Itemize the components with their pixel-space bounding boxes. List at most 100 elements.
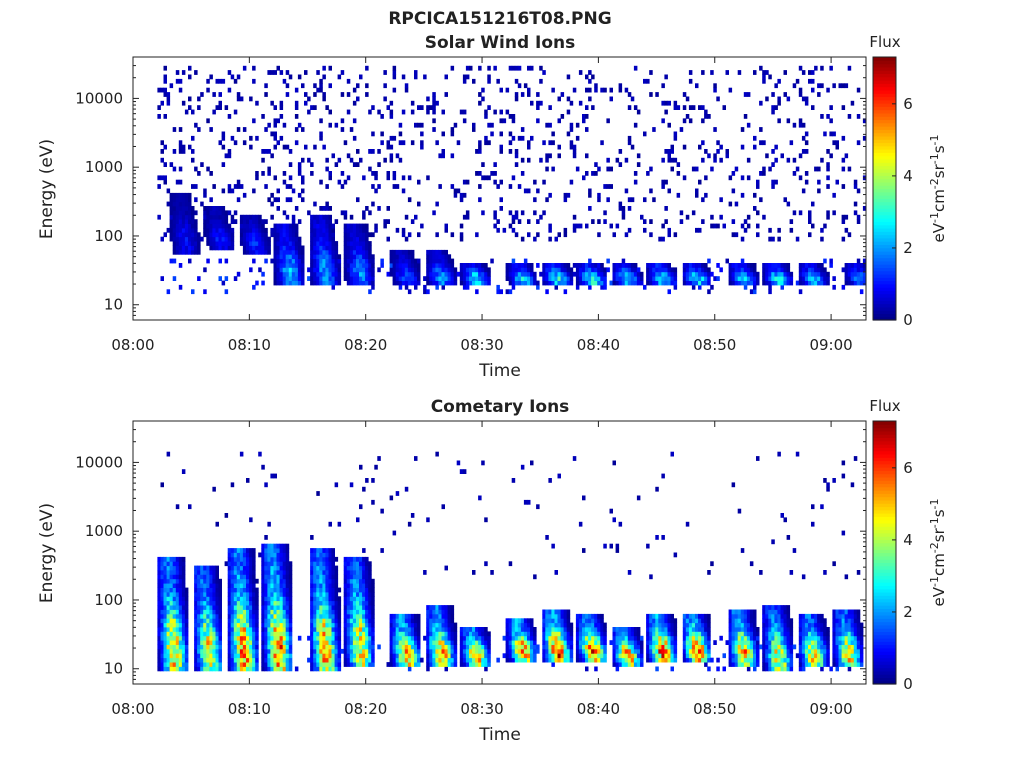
spectrogram-cell xyxy=(261,158,265,163)
spectrogram-cell xyxy=(729,202,733,207)
spectrogram-cell xyxy=(399,631,403,636)
spectrogram-cell xyxy=(362,601,366,606)
spectrogram-cell xyxy=(307,158,311,163)
spectrogram-cell xyxy=(561,614,565,619)
spectrogram-cell xyxy=(313,631,317,636)
spectrogram-cell xyxy=(362,658,366,663)
spectrogram-cell xyxy=(231,232,235,237)
spectrogram-cell xyxy=(231,75,235,80)
spectrogram-cell xyxy=(228,570,232,575)
spectrogram-cell xyxy=(359,592,363,597)
spectrogram-cell xyxy=(802,276,806,281)
spectrogram-cell xyxy=(677,171,681,176)
spectrogram-cell xyxy=(426,653,430,658)
spectrogram-cell xyxy=(344,263,348,268)
spectrogram-cell xyxy=(161,175,165,180)
spectrogram-cell xyxy=(426,272,430,277)
spectrogram-cell xyxy=(188,246,192,251)
spectrogram-cell xyxy=(362,272,366,277)
spectrogram-cell xyxy=(512,136,516,141)
spectrogram-cell xyxy=(738,276,742,281)
spectrogram-cell xyxy=(603,276,607,281)
spectrogram-cell xyxy=(362,640,366,645)
spectrogram-cell xyxy=(606,259,610,264)
spectrogram-cell xyxy=(316,636,320,641)
spectrogram-cell xyxy=(698,180,702,185)
spectrogram-cell xyxy=(161,667,165,672)
spectrogram-cell xyxy=(353,653,357,658)
spectrogram-cell xyxy=(289,237,293,242)
spectrogram-cell xyxy=(277,241,281,246)
spectrogram-cell xyxy=(445,658,449,663)
spectrogram-cell xyxy=(353,267,357,272)
spectrogram-cell xyxy=(228,596,232,601)
spectrogram-cell xyxy=(157,640,161,645)
spectrogram-cell xyxy=(536,92,540,97)
spectrogram-cell xyxy=(359,653,363,658)
spectrogram-cell xyxy=(777,101,781,106)
spectrogram-cell xyxy=(781,285,785,290)
spectrogram-cell xyxy=(277,640,281,645)
spectrogram-cell xyxy=(325,588,329,593)
spectrogram-cell xyxy=(179,631,183,636)
spectrogram-cell xyxy=(164,557,168,562)
spectrogram-cell xyxy=(506,636,510,641)
spectrogram-cell xyxy=(674,101,678,106)
spectrogram-cell xyxy=(161,237,165,242)
spectrogram-cell xyxy=(802,272,806,277)
spectrogram-cell xyxy=(283,579,287,584)
spectrogram-cell xyxy=(255,627,259,632)
spectrogram-cell xyxy=(359,574,363,579)
spectrogram-cell xyxy=(206,224,210,229)
spectrogram-cell xyxy=(606,118,610,123)
spectrogram-cell xyxy=(845,276,849,281)
spectrogram-cell xyxy=(307,658,311,663)
spectrogram-cell xyxy=(628,263,632,268)
spectrogram-cell xyxy=(179,167,183,172)
spectrogram-cell xyxy=(231,618,235,623)
spectrogram-cell xyxy=(310,281,314,286)
spectrogram-cell xyxy=(475,276,479,281)
spectrogram-cell xyxy=(270,561,274,566)
spectrogram-cell xyxy=(362,232,366,237)
spectrogram-cell xyxy=(335,583,339,588)
spectrogram-cell xyxy=(466,75,470,80)
spectrogram-cell xyxy=(301,83,305,88)
spectrogram-cell xyxy=(463,631,467,636)
spectrogram-cell xyxy=(393,175,397,180)
spectrogram-cell xyxy=(212,583,216,588)
spectrogram-cell xyxy=(741,145,745,150)
spectrogram-cell xyxy=(402,140,406,145)
spectrogram-cell xyxy=(313,232,317,237)
spectrogram-cell xyxy=(270,605,274,610)
spectrogram-cell xyxy=(353,250,357,255)
spectrogram-cell xyxy=(332,285,336,290)
spectrogram-cell xyxy=(442,250,446,255)
spectrogram-cell xyxy=(704,281,708,286)
spectrogram-cell xyxy=(182,627,186,632)
spectrogram-cell xyxy=(179,667,183,672)
spectrogram-cell xyxy=(637,272,641,277)
spectrogram-cell xyxy=(585,627,589,632)
spectrogram-cell xyxy=(527,640,531,645)
spectrogram-cell xyxy=(622,210,626,215)
spectrogram-cell xyxy=(353,614,357,619)
spectrogram-cell xyxy=(167,645,171,650)
spectrogram-cell xyxy=(338,596,342,601)
spectrogram-cell xyxy=(322,548,326,553)
spectrogram-cell xyxy=(472,649,476,654)
spectrogram-cell xyxy=(811,88,815,93)
spectrogram-cell xyxy=(426,105,430,110)
spectrogram-cell xyxy=(435,202,439,207)
spectrogram-cell xyxy=(264,246,268,251)
spectrogram-cell xyxy=(356,259,360,264)
spectrogram-cell xyxy=(161,583,165,588)
spectrogram-cell xyxy=(347,614,351,619)
spectrogram-cell xyxy=(359,232,363,237)
spectrogram-cell xyxy=(164,175,168,180)
spectrogram-cell xyxy=(274,281,278,286)
spectrogram-cell xyxy=(435,631,439,636)
spectrogram-cell xyxy=(771,237,775,242)
spectrogram-cell xyxy=(582,627,586,632)
spectrogram-cell xyxy=(255,653,259,658)
